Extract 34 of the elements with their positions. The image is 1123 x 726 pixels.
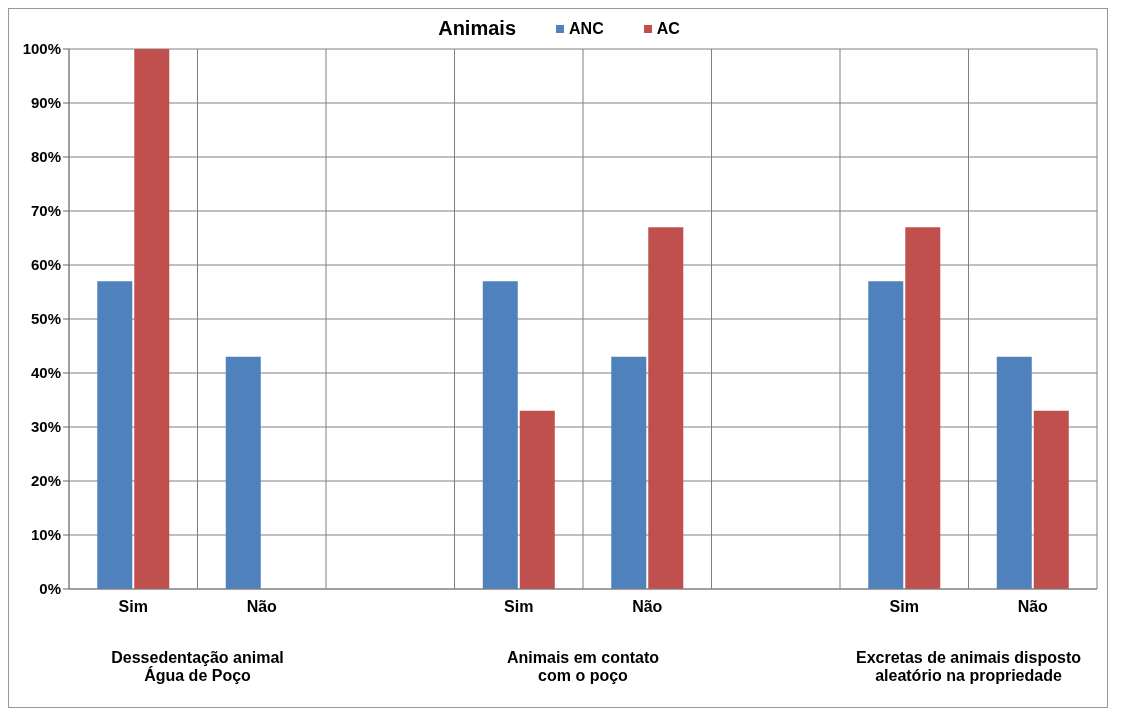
x-tick-label: Sim: [118, 598, 148, 616]
y-tick-label: 0%: [39, 580, 61, 598]
bar: [519, 410, 555, 589]
bar: [97, 281, 133, 589]
bar: [996, 356, 1032, 589]
x-tick-label: Não: [632, 598, 663, 616]
y-tick-label: 80%: [30, 148, 61, 166]
y-tick-label: 50%: [30, 310, 61, 328]
legend-label: ANC: [568, 19, 604, 38]
x-tick-label: Não: [1017, 598, 1049, 616]
y-tick-label: 60%: [30, 256, 61, 274]
y-tick-label: 40%: [30, 364, 61, 382]
bar: [1033, 410, 1069, 589]
y-tick-label: 10%: [30, 526, 61, 544]
bar: [482, 281, 518, 589]
bar: [225, 356, 261, 589]
chart-title: Animais: [438, 17, 517, 40]
bar: [905, 227, 941, 589]
bar: [868, 281, 904, 589]
x-tick-label: Sim: [889, 598, 919, 616]
text: Animais em contato com o poço: [506, 649, 660, 685]
x-tick-label: Sim: [504, 598, 534, 616]
legend-label: AC: [655, 19, 680, 38]
bar: [134, 49, 170, 589]
bar: [648, 227, 684, 589]
text: Dessedentação animal Água de Poço: [110, 649, 285, 685]
y-tick-label: 30%: [30, 418, 61, 436]
y-tick-label: 20%: [30, 472, 61, 490]
x-tick-label: Não: [246, 598, 278, 616]
bar: [611, 356, 647, 589]
y-tick-label: 70%: [30, 202, 61, 220]
text: Excretas de animais disposto aleatório na propriedade: [855, 649, 1082, 685]
y-tick-label: 100%: [22, 40, 61, 58]
y-tick-label: 90%: [30, 94, 61, 112]
